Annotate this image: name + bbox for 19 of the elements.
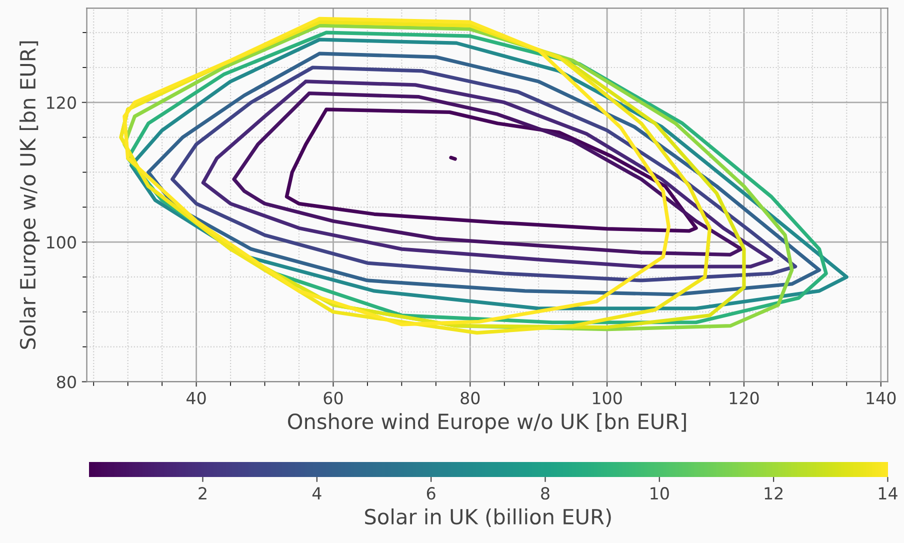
y-axis-title: Solar Europe w/o UK [bn EUR] — [20, 41, 40, 349]
x-tick-label: 40 — [186, 392, 206, 404]
color-bar-label: 6 — [426, 487, 436, 500]
x-tick-label: 100 — [592, 392, 622, 404]
color-bar-label: 14 — [878, 487, 898, 500]
x-tick-label: 60 — [324, 392, 343, 404]
y-tick-label: 120 — [47, 96, 76, 109]
y-tick-label: 100 — [47, 236, 76, 249]
x-axis-title: Onshore wind Europe w/o UK [bn EUR] — [288, 413, 686, 434]
color-bar-title: Solar in UK (billion EUR) — [365, 508, 611, 528]
y-tick-label: 80 — [56, 376, 76, 388]
color-bar-label: 2 — [198, 487, 206, 500]
x-tick-label: 80 — [460, 392, 480, 404]
x-tick-label: 140 — [866, 392, 896, 404]
color-bar-label: 4 — [312, 487, 322, 500]
x-tick-label: 120 — [730, 392, 759, 404]
color-bar-label: 8 — [541, 487, 550, 500]
color-bar-label: 10 — [650, 487, 669, 500]
color-bar-label: 12 — [764, 487, 782, 500]
